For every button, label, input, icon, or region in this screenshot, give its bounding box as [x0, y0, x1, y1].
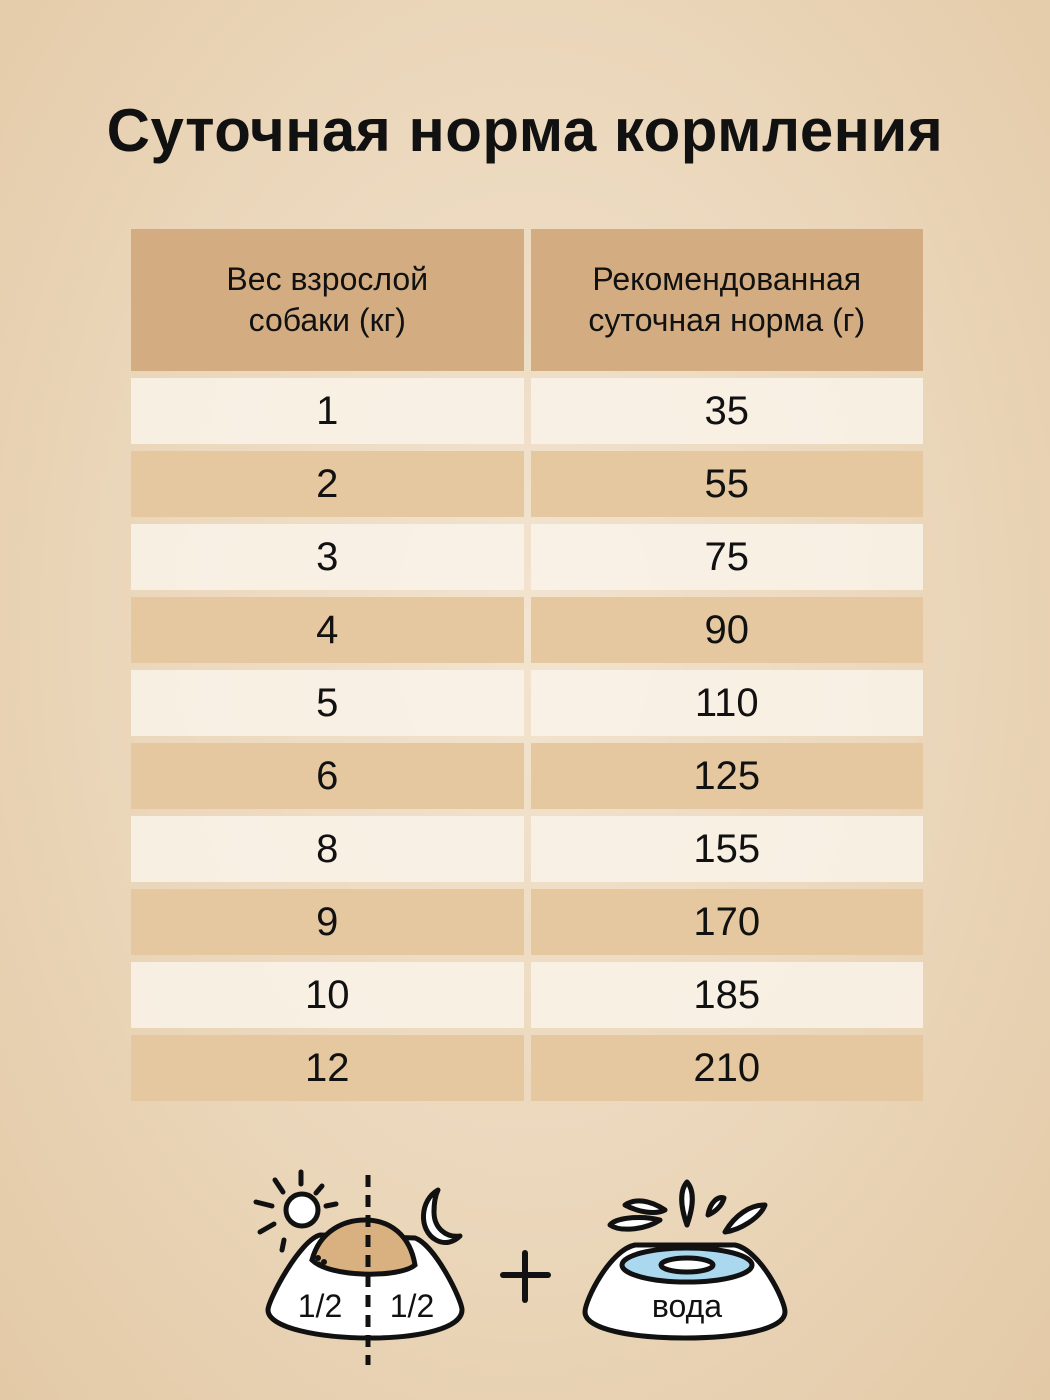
table-row: 5 110 — [131, 670, 923, 736]
norm-cell: 155 — [530, 816, 923, 882]
food-bowl-icon: 1/2 1/2 — [265, 1175, 465, 1365]
table-row: 9 170 — [131, 889, 923, 955]
table-row: 2 55 — [131, 451, 923, 517]
weight-cell: 12 — [131, 1035, 524, 1101]
plus-icon — [500, 1250, 551, 1303]
feeding-table: Вес взрослой собаки (кг) Рекомендованная… — [131, 229, 923, 1101]
norm-cell: 35 — [530, 378, 923, 444]
weight-cell: 9 — [131, 889, 524, 955]
norm-cell: 185 — [530, 962, 923, 1028]
header-norm-label: Рекомендованная суточная норма (г) — [588, 261, 866, 338]
water-label: вода — [652, 1288, 722, 1324]
table-row: 12 210 — [131, 1035, 923, 1101]
weight-cell: 1 — [131, 378, 524, 444]
norm-cell: 75 — [530, 524, 923, 590]
weight-cell: 6 — [131, 743, 524, 809]
table-row: 1 35 — [131, 378, 923, 444]
table-row: 4 90 — [131, 597, 923, 663]
table-row: 10 185 — [131, 962, 923, 1028]
page-title: Суточная норма кормления — [106, 97, 944, 164]
weight-cell: 4 — [131, 597, 524, 663]
weight-cell: 3 — [131, 524, 524, 590]
water-bowl-icon: вода — [582, 1179, 788, 1341]
norm-cell: 125 — [530, 743, 923, 809]
norm-cell: 90 — [530, 597, 923, 663]
half-right-label: 1/2 — [390, 1288, 434, 1324]
header-weight-label: Вес взрослой собаки (кг) — [226, 261, 429, 338]
half-left-label: 1/2 — [298, 1288, 342, 1324]
header-norm: Рекомендованная суточная норма (г) — [530, 229, 923, 371]
weight-cell: 8 — [131, 816, 524, 882]
weight-cell: 10 — [131, 962, 524, 1028]
feeding-illustration: 1/2 1/2 вода — [253, 1169, 788, 1365]
table-row: 3 75 — [131, 524, 923, 590]
norm-cell: 210 — [530, 1035, 923, 1101]
moon-icon — [421, 1187, 463, 1246]
sun-icon — [253, 1169, 339, 1253]
table-row: 8 155 — [131, 816, 923, 882]
weight-cell: 2 — [131, 451, 524, 517]
norm-cell: 170 — [530, 889, 923, 955]
weight-cell: 5 — [131, 670, 524, 736]
table-header: Вес взрослой собаки (кг) Рекомендованная… — [131, 229, 923, 371]
norm-cell: 55 — [530, 451, 923, 517]
norm-cell: 110 — [530, 670, 923, 736]
table-row: 6 125 — [131, 743, 923, 809]
header-weight: Вес взрослой собаки (кг) — [131, 229, 524, 371]
